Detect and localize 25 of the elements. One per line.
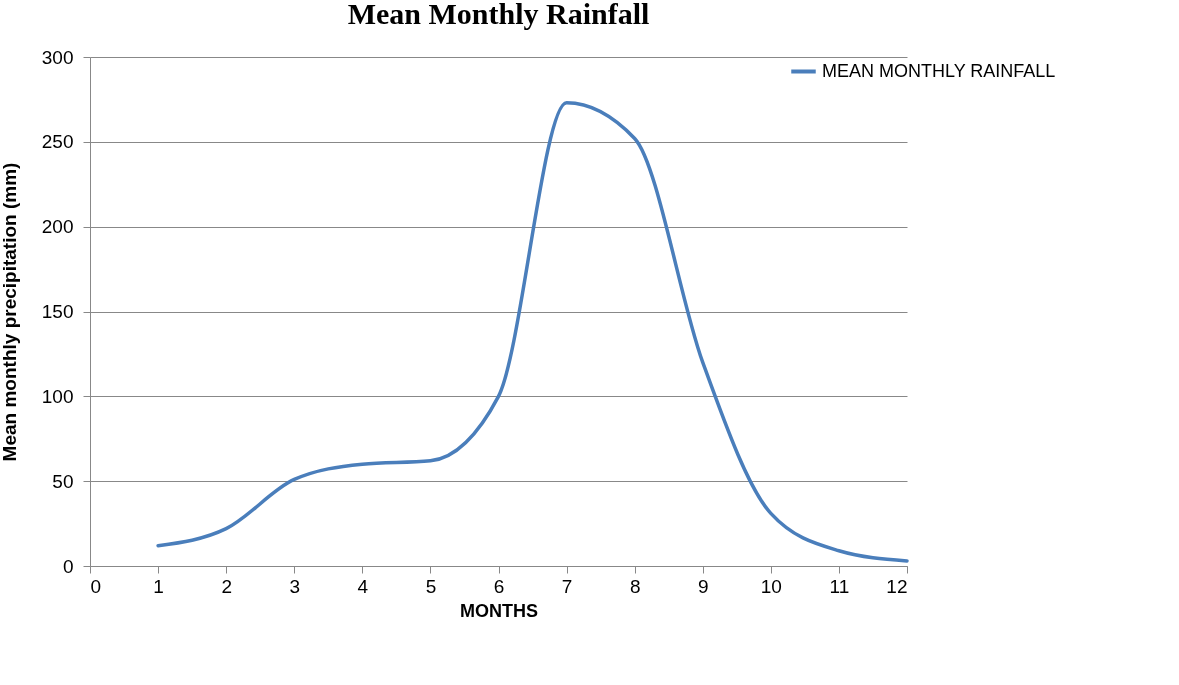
x-tick-label: 8 (629, 575, 641, 597)
x-tick-label: 7 (561, 575, 573, 597)
x-axis-title: MONTHS (460, 600, 538, 621)
x-tick-label: 12 (886, 575, 908, 597)
x-tick-label: 0 (90, 575, 102, 597)
y-axis-title: Mean monthly precipitation (mm) (0, 162, 20, 462)
x-tick-label: 4 (357, 575, 369, 597)
x-tick-label: 9 (697, 575, 709, 597)
x-tick-label: 1 (153, 575, 164, 597)
y-tick-label: 0 (62, 555, 74, 577)
y-tick-label: 150 (41, 301, 74, 322)
x-tick-label: 6 (493, 575, 505, 597)
x-tick-label: 11 (829, 575, 850, 597)
y-tick-label: 300 (41, 46, 74, 68)
x-tick-label: 10 (760, 575, 782, 597)
line-series (156, 101, 909, 563)
x-tick-label: 5 (425, 575, 437, 597)
y-tick-label: 200 (41, 216, 74, 238)
y-tick-label: 100 (41, 385, 74, 407)
x-tick-label: 3 (289, 575, 301, 597)
y-tick-label: 50 (52, 470, 74, 492)
y-tick-label: 250 (41, 131, 74, 153)
legend-label: MEAN MONTHLY RAINFALL (822, 60, 1056, 81)
x-tick-label: 2 (221, 575, 232, 597)
chart-title: Mean Monthly Rainfall (347, 0, 650, 30)
